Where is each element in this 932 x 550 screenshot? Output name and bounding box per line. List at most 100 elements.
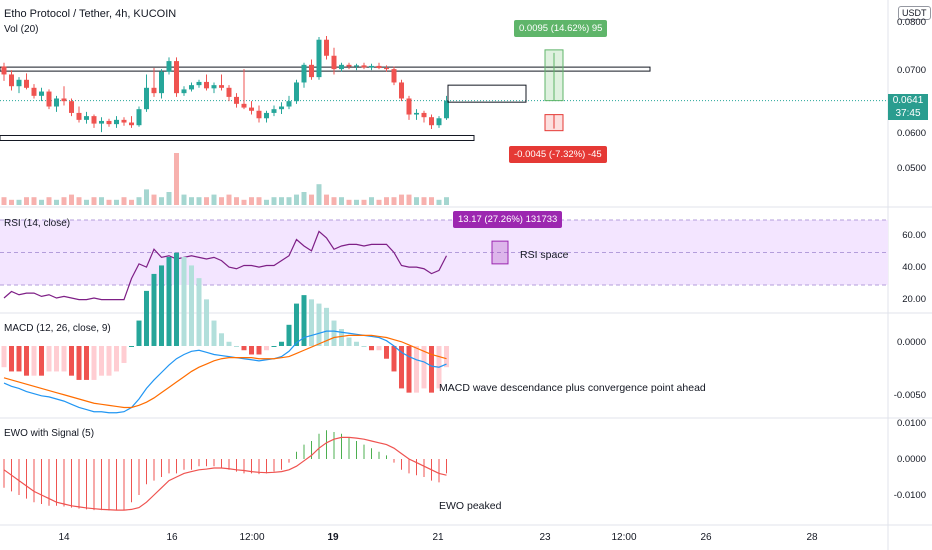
candle-body	[204, 81, 209, 89]
time-tick: 26	[700, 532, 712, 543]
macd-histogram-bar	[181, 256, 187, 346]
candle-body	[436, 118, 442, 126]
volume-bar	[361, 199, 367, 205]
candle-body	[76, 112, 82, 120]
time-tick: 16	[166, 532, 178, 543]
macd-histogram-bar	[406, 346, 412, 393]
macd-histogram-bar	[399, 346, 404, 389]
candle-body	[196, 81, 202, 86]
candle-body	[219, 85, 224, 88]
macd-histogram-bar	[39, 346, 44, 376]
support-level	[0, 134, 475, 141]
candle-body	[301, 64, 307, 83]
volume-bar	[346, 199, 352, 205]
macd-histogram-bar	[196, 278, 202, 346]
volume-bar	[436, 199, 442, 205]
macd-histogram-bar	[174, 252, 179, 346]
macd-histogram-bar	[54, 346, 59, 372]
volume-bar	[234, 197, 239, 205]
candle-body	[421, 112, 427, 118]
candle-body	[99, 120, 104, 124]
macd-histogram-bar	[129, 346, 134, 347]
volume-bar	[339, 197, 344, 205]
volume-bar	[181, 194, 187, 205]
volume-bar	[316, 184, 322, 205]
volume-bar	[54, 199, 59, 205]
time-tick: 19	[327, 532, 339, 543]
macd-histogram-bar	[1, 346, 7, 368]
volume-bar	[69, 194, 74, 205]
volume-bar	[1, 197, 7, 205]
rsi-tick: 40.00	[902, 262, 926, 273]
macd-histogram-bar	[301, 295, 307, 346]
entry-box	[447, 84, 527, 103]
macd-histogram-bar	[226, 341, 232, 346]
macd-histogram-bar	[316, 303, 322, 346]
candle-body	[166, 61, 172, 72]
macd-histogram-bar	[309, 299, 314, 346]
ewo-label: EWO with Signal (5)	[4, 428, 95, 439]
macd-histogram-bar	[24, 346, 29, 376]
volume-bar	[391, 197, 397, 205]
macd-histogram-bar	[256, 346, 262, 355]
macd-histogram-bar	[391, 346, 397, 372]
macd-histogram-bar	[121, 346, 127, 363]
candle-body	[54, 98, 59, 107]
candle-body	[91, 116, 97, 124]
volume-bar	[444, 197, 449, 205]
macd-histogram-bar	[114, 346, 119, 372]
macd-histogram-bar	[204, 299, 209, 346]
candle-body	[256, 110, 262, 119]
macd-histogram-bar	[421, 346, 427, 389]
macd-histogram-bar	[219, 333, 224, 346]
macd-histogram-bar	[106, 346, 112, 376]
macd-histogram-bar	[69, 346, 74, 376]
price-tick: 0.0700	[896, 65, 926, 76]
price-tick: 0.0800	[896, 17, 926, 28]
volume-bar	[219, 197, 224, 205]
volume-bar	[144, 189, 149, 205]
volume-bar	[99, 197, 104, 205]
volume-bar	[399, 194, 404, 205]
candle-body	[69, 101, 74, 113]
macd-histogram-bar	[294, 303, 299, 346]
long-target-badge: 0.0095 (14.62%) 95	[514, 20, 608, 37]
macd-histogram-bar	[166, 256, 172, 346]
time-tick: 23	[539, 532, 551, 543]
rsi-note: RSI space	[520, 249, 569, 261]
time-tick: 14	[58, 532, 70, 543]
candle-body	[279, 106, 284, 110]
candle-body	[61, 98, 67, 102]
time-tick: 12:00	[239, 532, 265, 543]
candle-body	[159, 71, 164, 94]
volume-bar	[39, 199, 44, 205]
volume-bar	[354, 199, 359, 205]
ewo-signal-line	[3, 436, 447, 511]
volume-bar	[211, 194, 217, 205]
currency-button[interactable]: USDT	[898, 6, 931, 20]
macd-histogram-bar	[99, 346, 104, 376]
macd-tick: -0.0050	[893, 390, 926, 401]
macd-histogram-bar	[84, 346, 89, 380]
candle-body	[264, 112, 269, 119]
macd-histogram-bar	[241, 346, 247, 351]
candle-body	[294, 82, 299, 102]
candle-body	[369, 65, 374, 68]
volume-bar	[286, 197, 292, 205]
candle-body	[24, 79, 29, 88]
macd-histogram-bar	[346, 337, 352, 346]
volume-bar	[159, 197, 164, 205]
macd-histogram-bar	[91, 346, 97, 380]
rsi-line	[3, 230, 448, 301]
candle-body	[234, 96, 239, 104]
volume-bar	[294, 194, 299, 205]
macd-histogram-bar	[189, 265, 194, 346]
volume-bar	[249, 197, 254, 205]
candle-body	[151, 87, 157, 94]
countdown-tag: 37:45	[888, 107, 928, 120]
macd-histogram-bar	[354, 341, 359, 346]
volume-bar	[429, 197, 434, 205]
macd-label: MACD (12, 26, close, 9)	[4, 323, 111, 334]
macd-histogram-bar	[331, 320, 337, 346]
